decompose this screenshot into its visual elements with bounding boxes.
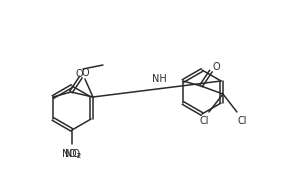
Text: Cl: Cl: [237, 116, 247, 126]
Text: O: O: [75, 69, 83, 79]
Text: NO: NO: [65, 149, 79, 159]
Text: $_2$: $_2$: [76, 151, 82, 160]
Text: Cl: Cl: [199, 116, 209, 126]
Text: O: O: [212, 62, 220, 72]
Text: NO$_2$: NO$_2$: [61, 147, 81, 161]
Text: NH: NH: [152, 74, 166, 84]
Text: O: O: [81, 68, 89, 78]
